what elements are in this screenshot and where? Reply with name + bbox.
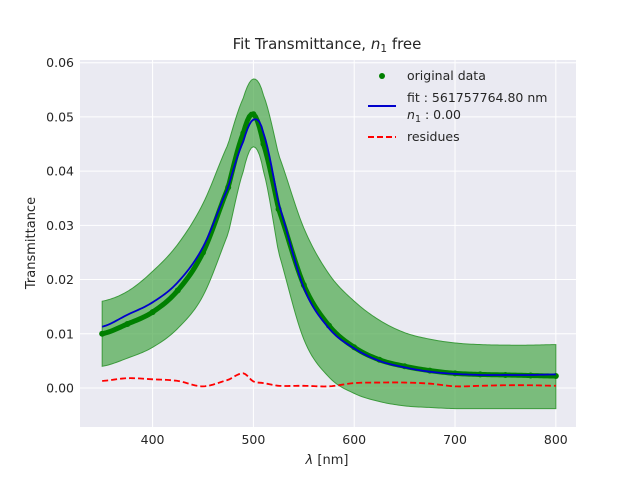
- x-tick-label: 500: [241, 432, 265, 447]
- y-tick-label: 0.06: [46, 55, 74, 70]
- y-tick-label: 0.01: [46, 326, 74, 341]
- x-tick-labels: 400 500 600 700 800: [141, 432, 568, 447]
- original-data-point: [260, 141, 267, 148]
- y-tick-label: 0.04: [46, 164, 74, 179]
- y-axis-label: Transmittance: [24, 197, 39, 290]
- original-data-point: [99, 330, 106, 337]
- y-tick-label: 0.03: [46, 218, 74, 233]
- x-tick-label: 700: [443, 432, 467, 447]
- x-tick-label: 400: [141, 432, 165, 447]
- legend-label-fit: fit : 561757764.80 nm: [407, 90, 547, 105]
- y-tick-label: 0.05: [46, 109, 74, 124]
- fit-line-layer: [101, 118, 556, 376]
- legend-label-residues: residues: [407, 129, 460, 144]
- x-tick-label: 800: [544, 432, 568, 447]
- legend-marker-original-data: [379, 73, 385, 79]
- original-data-point: [250, 111, 257, 118]
- y-tick-label: 0.00: [46, 380, 74, 395]
- x-tick-label: 600: [342, 432, 366, 447]
- legend: original data fit : 561757764.80 nm n1 :…: [368, 68, 547, 144]
- y-tick-label: 0.02: [46, 272, 74, 287]
- y-tick-labels: 0.00 0.01 0.02 0.03 0.04 0.05 0.06: [46, 55, 74, 395]
- legend-label-fit-n1: n1 : 0.00: [407, 107, 461, 125]
- residues-line: [102, 372, 556, 388]
- legend-label-original-data: original data: [407, 68, 486, 83]
- residues-line-layer: [102, 372, 556, 388]
- fit-line: [101, 118, 556, 376]
- original-data-point: [124, 321, 131, 328]
- x-axis-label: λ [nm]: [305, 453, 349, 468]
- original-data-point: [149, 309, 156, 316]
- original-data-point: [174, 287, 181, 294]
- chart-title: Fit Transmittance, n1 free: [233, 35, 422, 55]
